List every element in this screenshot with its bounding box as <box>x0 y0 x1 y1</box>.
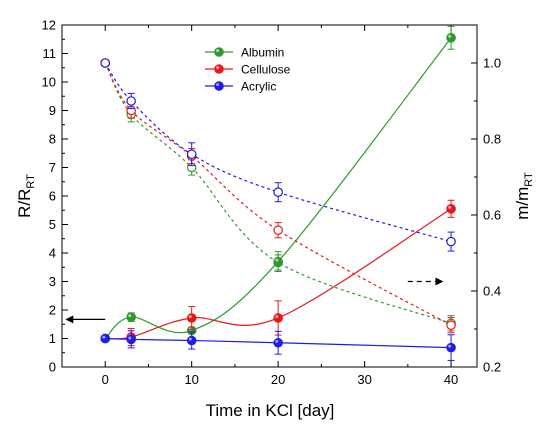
x-tick-label: 40 <box>444 372 458 387</box>
albumin-resistance-point-highlight <box>128 314 132 318</box>
y-right-tick-label: 0.6 <box>483 208 501 223</box>
y-left-tick-label: 2 <box>49 303 56 318</box>
y-left-tick-label: 3 <box>49 274 56 289</box>
cellulose-resistance-point-highlight <box>448 205 452 209</box>
legend-marker-highlight-acrylic <box>216 83 220 87</box>
cellulose-resistance-point <box>273 313 283 323</box>
y-right-tick-label: 0.2 <box>483 360 501 375</box>
albumin-resistance-point <box>273 256 283 267</box>
acrylic-resistance-point <box>186 335 197 346</box>
y-left-tick-label: 9 <box>49 103 56 118</box>
y-right-tick-label: 0.4 <box>483 284 501 299</box>
cellulose-mass-point <box>273 225 283 235</box>
x-axis-title: Time in KCl [day] <box>206 401 335 420</box>
y-axis-right-title: m/mRT <box>513 172 535 220</box>
y-left-tick-label: 12 <box>42 18 56 33</box>
albumin-resistance-point <box>126 312 136 322</box>
y-left-tick-label: 1 <box>49 331 56 346</box>
acrylic-resistance-point <box>126 334 136 345</box>
y-left-tick-label: 4 <box>49 246 56 261</box>
y-left-tick-label: 8 <box>49 132 56 147</box>
legend-label-cellulose: Cellulose <box>241 63 291 77</box>
legend-label-acrylic: Acrylic <box>241 80 276 94</box>
cellulose-resistance-point-highlight <box>188 315 192 319</box>
x-tick-label: 30 <box>357 372 371 387</box>
acrylic-resistance-point <box>100 333 111 344</box>
legend-marker-acrylic <box>214 81 224 91</box>
acrylic-resistance-point <box>273 337 283 348</box>
y-left-tick-label: 7 <box>49 160 56 175</box>
acrylic-resistance-point-highlight <box>102 335 106 339</box>
albumin-resistance-point-highlight <box>275 258 279 262</box>
acrylic-resistance-point-highlight <box>128 336 132 340</box>
y-left-tick-label: 6 <box>49 189 56 204</box>
cellulose-resistance-point <box>186 313 197 323</box>
y-left-tick-label: 10 <box>42 75 56 90</box>
y-left-tick-label: 11 <box>43 46 57 61</box>
acrylic-mass-point <box>446 236 456 247</box>
acrylic-resistance-point-highlight <box>188 337 192 341</box>
acrylic-mass-line <box>104 62 452 243</box>
acrylic-resistance-point-highlight <box>448 344 452 348</box>
acrylic-mass-point <box>186 149 197 159</box>
y-axis-left-title: R/RRT <box>15 174 37 218</box>
x-tick-label: 10 <box>184 372 198 387</box>
acrylic-resistance-point <box>446 342 456 353</box>
cellulose-resistance-point <box>446 204 456 214</box>
acrylic-resistance-point-highlight <box>275 339 279 343</box>
legend-marker-cellulose <box>214 64 224 74</box>
legend-marker-albumin <box>214 47 224 57</box>
x-tick-label: 20 <box>271 372 285 387</box>
legend-item-cellulose: Cellulose <box>205 63 291 77</box>
x-tick-label: 0 <box>102 372 109 387</box>
albumin-resistance-point-highlight <box>448 34 452 38</box>
acrylic-resistance-line <box>105 337 452 349</box>
acrylic-mass-point <box>273 187 283 197</box>
acrylic-series <box>100 58 456 361</box>
y-right-tick-label: 0.8 <box>483 132 501 147</box>
y-left-tick-label: 0 <box>49 360 56 375</box>
acrylic-mass-point <box>100 58 111 68</box>
y-left-tick-label: 5 <box>49 217 56 232</box>
legend-marker-highlight-cellulose <box>216 66 220 70</box>
legend-marker-highlight-albumin <box>216 49 220 53</box>
legend-item-acrylic: Acrylic <box>205 80 276 94</box>
cellulose-mass-point <box>446 320 456 330</box>
legend-item-albumin: Albumin <box>205 46 284 60</box>
acrylic-mass-point <box>126 96 136 106</box>
legend-label-albumin: Albumin <box>241 46 284 60</box>
cellulose-resistance-point-highlight <box>275 315 279 319</box>
y-right-tick-label: 1.0 <box>483 56 501 71</box>
albumin-resistance-point <box>446 33 456 43</box>
legend: Albumin Cellulose Acrylic <box>205 46 291 94</box>
